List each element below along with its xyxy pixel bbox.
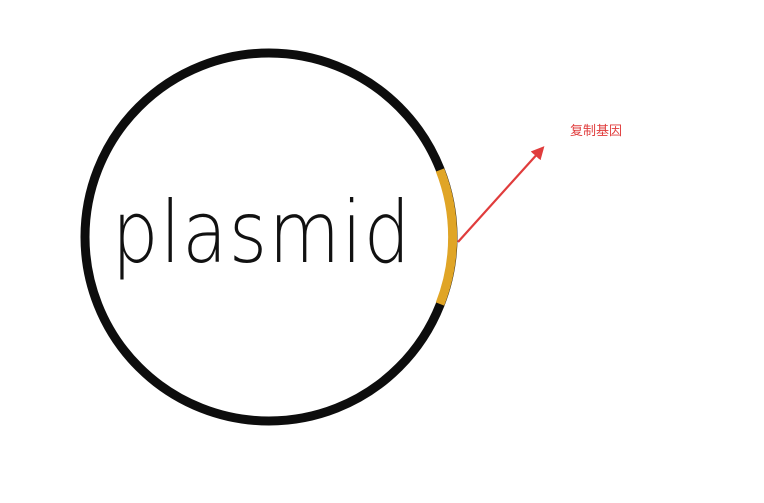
replication-gene-label: 复制基因 (570, 124, 622, 139)
plasmid-label: plasmid (112, 183, 412, 283)
replication-gene-segment (435, 168, 458, 306)
gene-pointer-arrow (457, 146, 545, 243)
